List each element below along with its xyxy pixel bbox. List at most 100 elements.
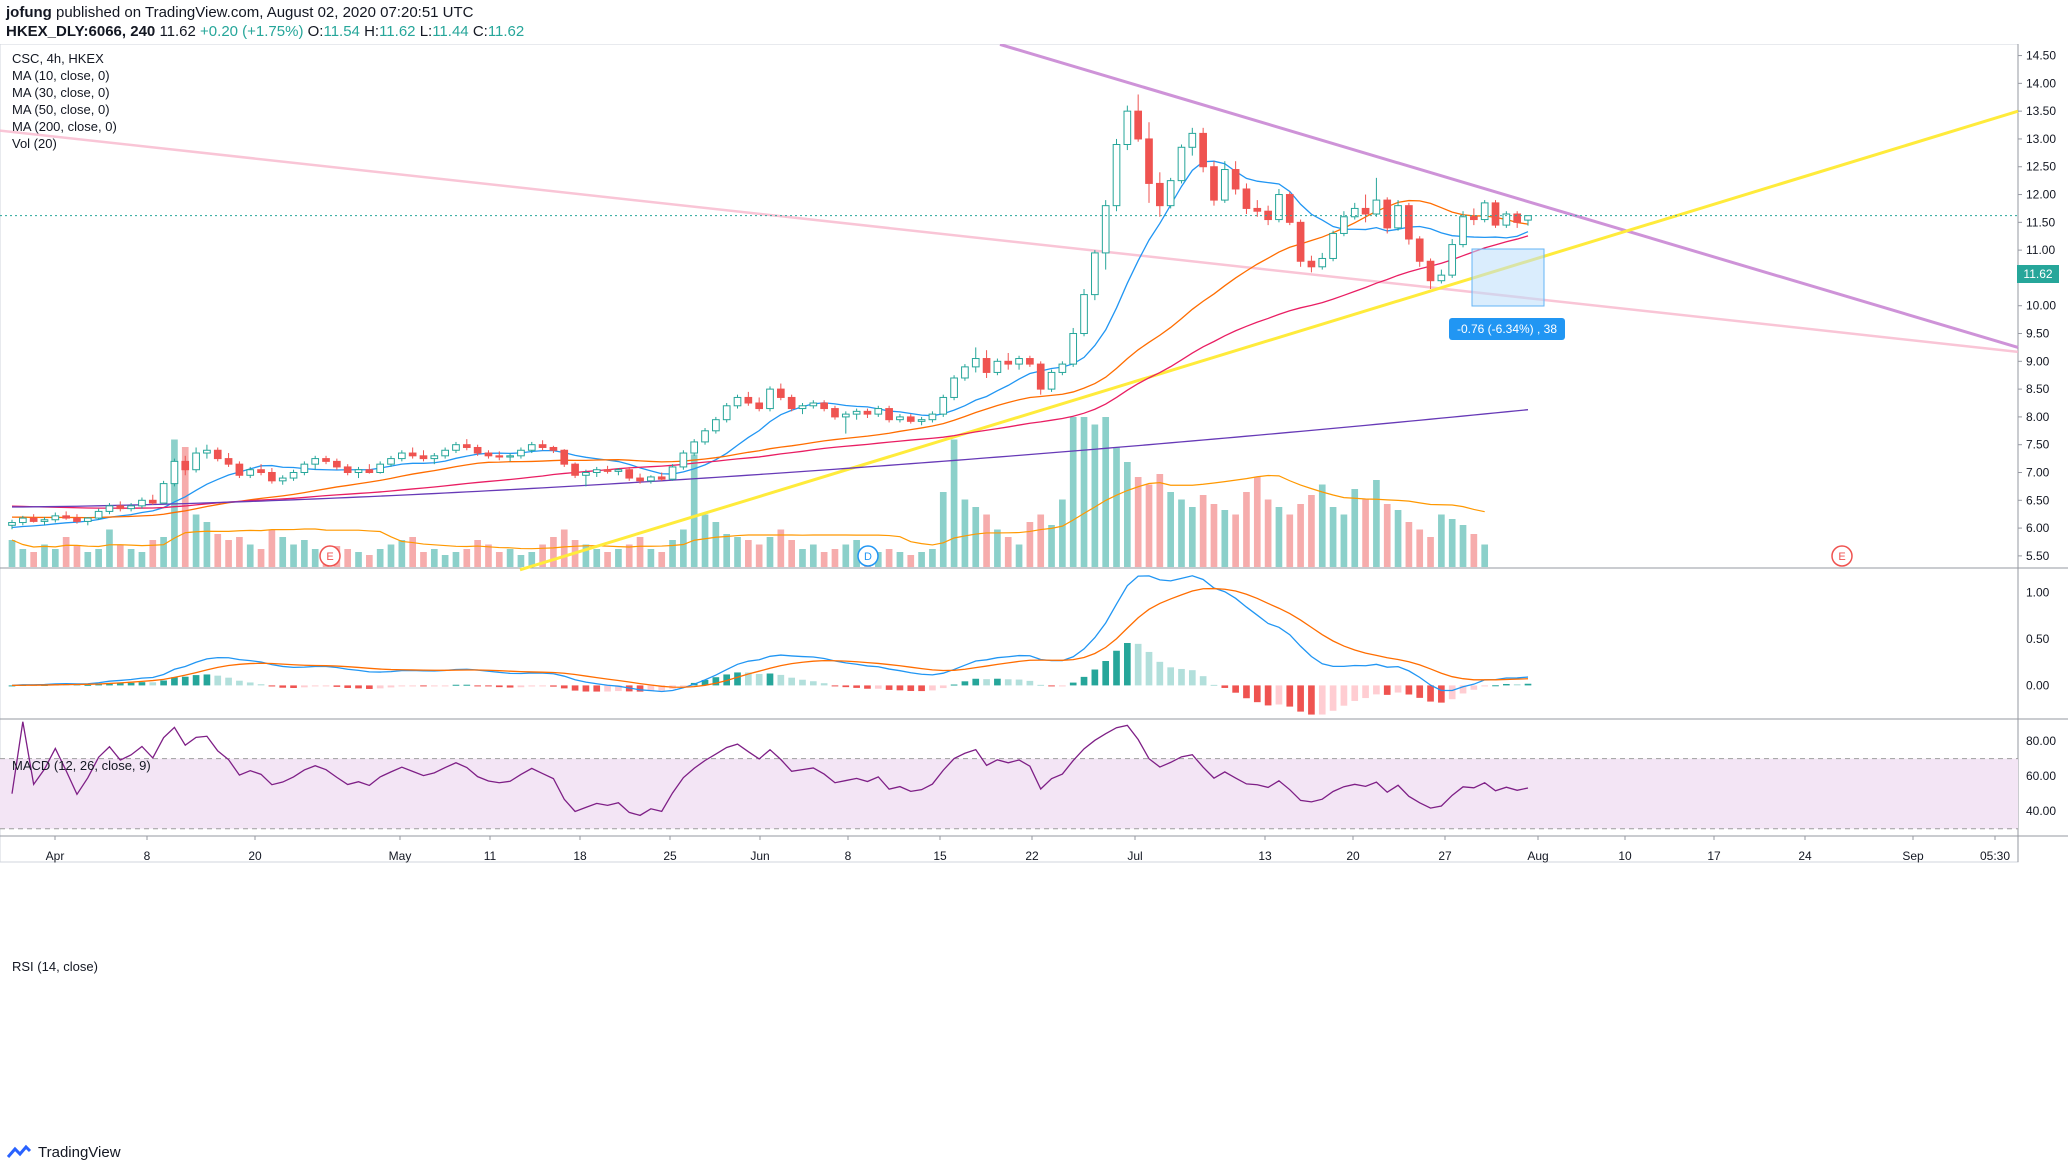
rsi-line [11, 721, 1529, 817]
event-marker-circle[interactable] [1831, 545, 1853, 567]
macd-histogram-bar [1373, 685, 1380, 695]
volume-bar [1069, 417, 1077, 567]
macd-histogram-bar [874, 685, 882, 689]
candle-body [603, 469, 612, 472]
macd-histogram-bar [1524, 683, 1532, 686]
macd-histogram-bar [73, 684, 81, 686]
candle-body [1350, 207, 1359, 218]
time-tick-label: 24 [1798, 849, 1812, 863]
candle-body [690, 441, 699, 454]
candle [18, 515, 27, 526]
candle-body [560, 449, 569, 465]
candle [1340, 211, 1348, 237]
purple-resistance-trendline[interactable] [999, 44, 2019, 349]
candle [1047, 369, 1056, 392]
candle [105, 503, 114, 515]
volume-bar [831, 549, 839, 567]
candle [1177, 144, 1186, 184]
time-tick-label: Sep [1902, 849, 1924, 863]
volume-bar [1383, 504, 1391, 567]
volume-bar [1102, 417, 1110, 567]
author-name[interactable]: jofung [6, 4, 52, 21]
macd-histogram-bar [636, 685, 644, 692]
event-marker[interactable]: D [857, 545, 879, 567]
candle-body [94, 510, 103, 519]
candle [1372, 177, 1381, 217]
macd-histogram-bar [701, 679, 709, 686]
candle-body [105, 505, 114, 512]
candle-body [939, 396, 948, 415]
candle-body [181, 460, 190, 471]
candle [1004, 352, 1013, 370]
candle [1015, 355, 1023, 370]
macd-histogram-bar [842, 685, 850, 688]
volume-bar [593, 549, 601, 567]
candle-body [506, 455, 514, 458]
volume-bar [246, 544, 254, 567]
candle-body [1318, 257, 1327, 268]
brand-name[interactable]: TradingView [38, 1143, 121, 1161]
chart-area[interactable]: E D E 14.50 14.00 13.50 13.00 12.50 12.00 11.50 1… [0, 44, 2068, 1140]
macd-histogram-bar [517, 685, 525, 688]
event-marker[interactable]: E [319, 545, 341, 567]
candle-body [268, 471, 276, 482]
volume-bar [376, 549, 384, 567]
candle [462, 439, 471, 451]
yellow-support-trendline[interactable] [519, 109, 2019, 572]
candle-body [1340, 216, 1348, 234]
macd-histogram-bar [1026, 680, 1034, 686]
macd-histogram-bar [755, 673, 763, 686]
macd-histogram-bar [474, 685, 481, 687]
candle-body [484, 452, 493, 457]
volume-bar [983, 514, 990, 567]
candle [278, 475, 287, 485]
rsi-tick-label: 80.00 [2026, 734, 2056, 748]
macd-histogram-bar [1416, 685, 1424, 698]
pink-trendline[interactable] [0, 129, 2019, 354]
volume-bar [1015, 544, 1023, 567]
candle [127, 503, 135, 512]
volume-bar [669, 540, 676, 567]
volume-bar [1221, 510, 1229, 567]
macd-histogram-bar [344, 685, 352, 688]
macd-histogram-bar [766, 673, 774, 686]
macd-histogram-bar [939, 685, 947, 689]
candle [1318, 252, 1327, 270]
candle-body [62, 515, 70, 519]
measure-tool[interactable]: -0.76 (-6.34%) , 38 [1449, 248, 1565, 340]
event-marker-label: D [864, 551, 872, 563]
macd-histogram-bar [181, 676, 189, 686]
high-label: H: [364, 23, 380, 40]
volume-bar [918, 552, 925, 567]
rsi-label: RSI (14, close) [12, 959, 98, 974]
event-marker[interactable]: E [1831, 545, 1853, 567]
candle-body [701, 430, 709, 443]
macd-histogram-bar [1069, 682, 1077, 686]
macd-histogram-bar [1253, 685, 1261, 703]
candle-body [1036, 363, 1045, 390]
candle [473, 444, 482, 456]
volume-bar [712, 522, 720, 567]
candle [560, 449, 569, 467]
candle-body [1491, 202, 1500, 226]
event-marker-circle[interactable] [857, 545, 879, 567]
volume-bar [1167, 492, 1174, 567]
event-marker-circle[interactable] [319, 545, 341, 567]
volume-bar [1004, 537, 1012, 567]
candle [993, 358, 1002, 376]
macd-histogram-bar [680, 685, 687, 687]
volume-bar [441, 555, 449, 567]
macd-histogram-bar [831, 685, 839, 687]
rsi-tick-label: 40.00 [2026, 804, 2056, 818]
volume-bar [301, 540, 308, 567]
candle [571, 462, 579, 479]
macd-histogram-bar [1448, 685, 1456, 700]
candle-body [798, 405, 807, 410]
candle [159, 480, 168, 504]
candle-body [917, 419, 926, 422]
candle [62, 511, 70, 520]
candle-body [906, 416, 915, 422]
candle [1253, 200, 1262, 217]
candle [224, 453, 233, 467]
macd-histogram-bar [8, 685, 16, 687]
